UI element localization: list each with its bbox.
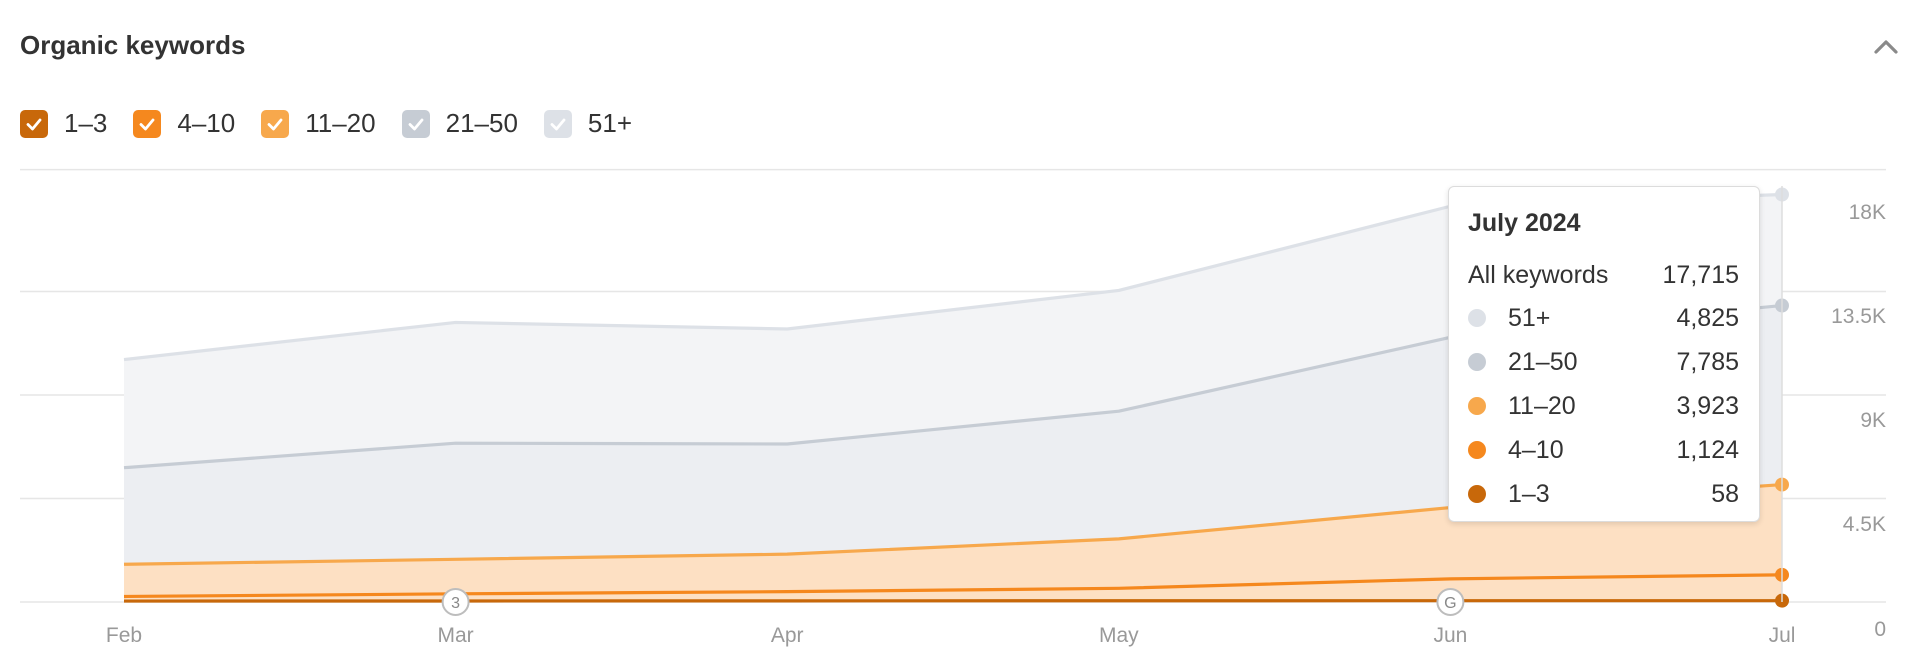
annotation-label: 3 (451, 595, 460, 612)
legend-item-51-plus[interactable]: 51+ (543, 108, 633, 139)
tooltip-row-label: 11–20 (1508, 391, 1576, 420)
legend: 1–3 4–10 11–20 21–50 51+ (20, 108, 658, 139)
x-tick-label: Jun (1433, 624, 1467, 647)
tooltip-row-label: 4–10 (1508, 435, 1564, 464)
chevron-up-icon (1874, 40, 1898, 54)
chart-tooltip: July 2024 All keywords 17,715 51+ 4,825 … (1448, 186, 1760, 522)
checkbox-checked-icon[interactable] (401, 109, 430, 138)
tooltip-total-value: 17,715 (1662, 260, 1739, 289)
panel-header: Organic keywords (20, 26, 1904, 66)
legend-item-21-50[interactable]: 21–50 (401, 108, 518, 139)
y-tick-label: 9K (1860, 409, 1886, 432)
legend-label: 21–50 (445, 108, 518, 138)
area-3 (124, 484, 1782, 602)
tooltip-row: 4–10 1,124 (1468, 428, 1739, 472)
panel-title: Organic keywords (20, 30, 246, 60)
collapse-button[interactable] (1868, 28, 1904, 64)
x-tick-label: Apr (771, 624, 804, 647)
annotation-marker (1436, 588, 1465, 616)
checkbox-checked-icon[interactable] (20, 109, 48, 138)
y-tick-label: 4.5K (1843, 513, 1886, 536)
annotation-label: G (1444, 595, 1456, 612)
y-tick-label: 18K (1849, 201, 1886, 224)
checkbox-checked-icon[interactable] (261, 109, 290, 138)
x-tick-label: Mar (438, 624, 474, 647)
legend-label: 4–10 (177, 108, 236, 138)
tooltip-row: 1–3 58 (1468, 472, 1739, 516)
tooltip-row-value: 58 (1711, 479, 1739, 508)
tooltip-total-label: All keywords (1468, 260, 1609, 289)
series-line-2 (123, 573, 1783, 599)
y-tick-label: 0 (1874, 618, 1886, 641)
legend-item-11-20[interactable]: 11–20 (261, 108, 376, 139)
x-tick-label: Jul (1769, 624, 1796, 647)
checkbox-checked-icon[interactable] (133, 109, 162, 138)
series-dot (1468, 441, 1486, 459)
legend-item-4-10[interactable]: 4–10 (133, 108, 235, 139)
legend-label: 11–20 (305, 108, 376, 138)
tooltip-row: 11–20 3,923 (1468, 384, 1739, 428)
x-tick-label: Feb (106, 624, 142, 647)
tooltip-row-value: 3,923 (1676, 391, 1739, 420)
tooltip-row-label: 21–50 (1508, 347, 1578, 376)
tooltip-row-label: 1–3 (1508, 479, 1550, 508)
tooltip-row-value: 7,785 (1676, 347, 1739, 376)
x-tick-label: May (1099, 624, 1139, 647)
checkbox-checked-icon[interactable] (543, 109, 572, 138)
legend-label: 51+ (587, 108, 633, 138)
tooltip-row-label: 51+ (1508, 303, 1551, 332)
legend-item-1-3[interactable]: 1–3 (20, 108, 107, 139)
tooltip-row-value: 4,825 (1676, 303, 1739, 332)
series-dot (1468, 397, 1486, 415)
series-dot (1468, 353, 1486, 371)
tooltip-title: July 2024 (1468, 209, 1581, 237)
series-dot (1468, 309, 1486, 327)
tooltip-row-value: 1,124 (1676, 435, 1739, 464)
tooltip-row: 21–50 7,785 (1468, 340, 1739, 384)
y-tick-label: 13.5K (1831, 305, 1886, 328)
tooltip-total-row: All keywords 17,715 (1468, 254, 1739, 296)
series-dot (1468, 485, 1486, 503)
legend-label: 1–3 (64, 108, 108, 138)
annotation-marker (441, 588, 470, 616)
tooltip-row: 51+ 4,825 (1468, 296, 1739, 340)
